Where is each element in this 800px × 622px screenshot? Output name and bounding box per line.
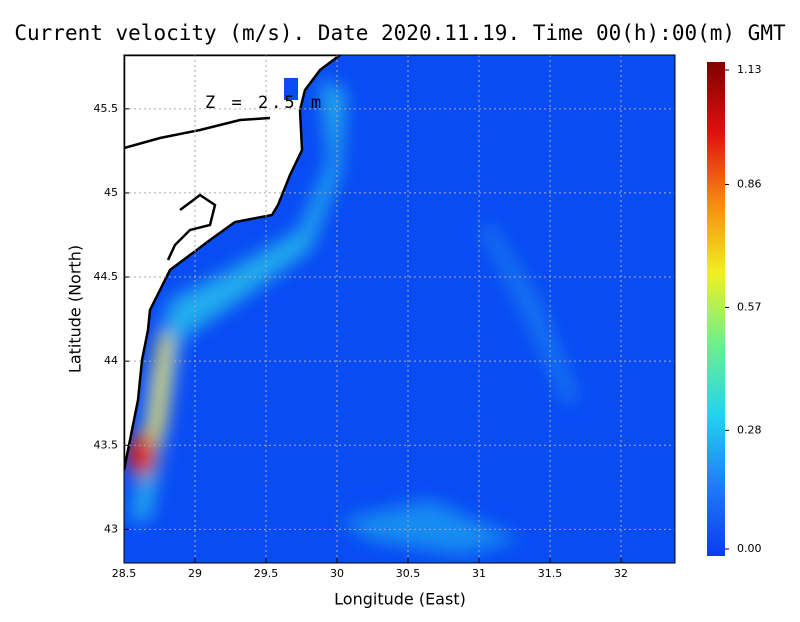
lagoon xyxy=(284,78,298,100)
colorbar-tick-label: 0.00 xyxy=(737,542,762,555)
current-highlights xyxy=(128,80,580,555)
colorbar-tick-label: 0.86 xyxy=(737,177,762,190)
coast-detail xyxy=(124,116,271,150)
x-tick-label: 31.5 xyxy=(538,567,563,580)
colorbar-tick-label: 0.57 xyxy=(737,300,762,313)
colorbar xyxy=(707,62,725,556)
y-tick-label: 44.5 xyxy=(94,270,119,283)
x-tick-label: 30.5 xyxy=(396,567,421,580)
grid xyxy=(123,55,675,563)
y-tick-label: 45 xyxy=(104,186,118,199)
plot-frame xyxy=(123,54,676,564)
x-tick-label: 30 xyxy=(330,567,344,580)
x-tick-label: 32 xyxy=(614,567,628,580)
x-tick-label: 29.5 xyxy=(254,567,279,580)
y-tick-label: 43 xyxy=(104,522,118,535)
y-axis-label: Latitude (North) xyxy=(66,245,85,373)
x-axis-label: Longitude (East) xyxy=(334,590,466,609)
colorbar-tick-label: 1.13 xyxy=(737,63,762,76)
y-tick-label: 45.5 xyxy=(94,102,119,115)
y-tick-label: 44 xyxy=(104,354,118,367)
depth-annotation: Z = 2.5 m xyxy=(205,93,324,113)
map-field xyxy=(124,55,675,563)
x-tick-label: 31 xyxy=(472,567,486,580)
colorbar-tick-label: 0.28 xyxy=(737,423,762,436)
x-tick-label: 28.5 xyxy=(112,567,137,580)
x-tick-label: 29 xyxy=(188,567,202,580)
chart-title: Current velocity (m/s). Date 2020.11.19.… xyxy=(14,21,786,45)
coast-detail xyxy=(166,193,217,261)
land xyxy=(124,55,343,471)
y-tick-label: 43.5 xyxy=(94,438,119,451)
